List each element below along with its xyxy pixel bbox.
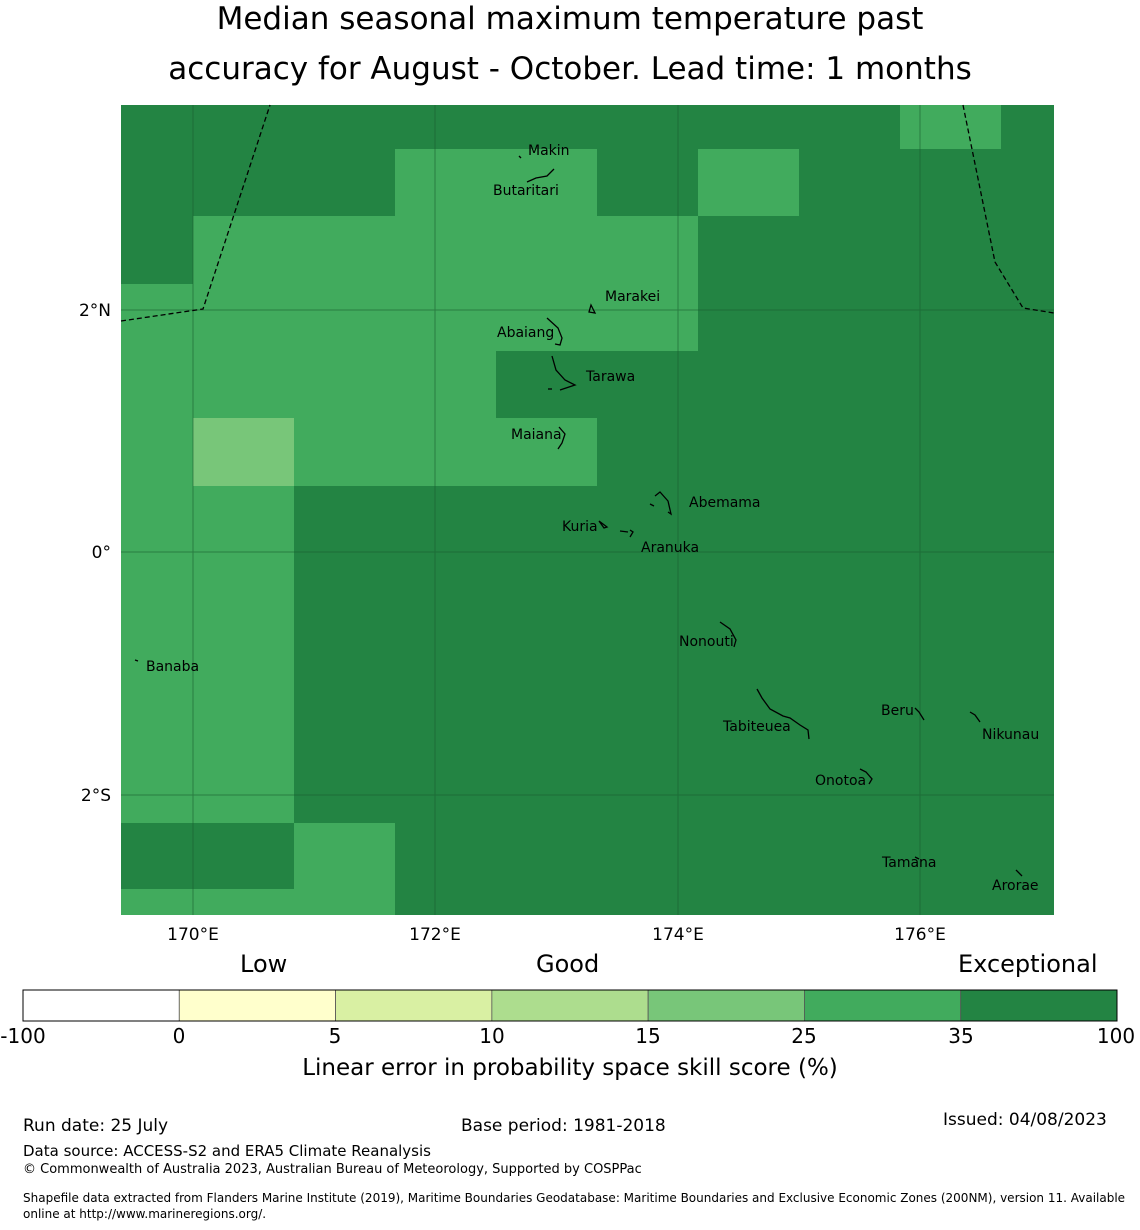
colorbar-tick: 10: [479, 1024, 505, 1048]
colorbar-segment: [804, 989, 962, 1022]
grid-block-nw: [193, 216, 294, 284]
abaiang-outline: [546, 317, 563, 346]
grid-block-north-top: [395, 149, 597, 216]
onotoa-outline: [859, 768, 873, 785]
lon-tick-172e: 172°E: [409, 925, 461, 945]
tamana-outline: [914, 856, 920, 860]
lon-tick-174e: 174°E: [652, 925, 704, 945]
colorbar-segment: [960, 989, 1118, 1022]
skill-grid: [121, 105, 1054, 915]
shapefile-credit-line-1: Shapefile data extracted from Flanders M…: [23, 1191, 1126, 1205]
colorbar-segment: [491, 989, 649, 1022]
label-marakei: Marakei: [605, 289, 660, 305]
grid-block-tarawa: [496, 351, 698, 418]
title-line-2: accuracy for August - October. Lead time…: [168, 51, 972, 87]
lat-tick-2n: 2°N: [79, 301, 111, 321]
makin-outline: [518, 155, 522, 159]
place-labels: Makin Butaritari Marakei Abaiang Tarawa …: [146, 143, 1039, 894]
label-abemama: Abemama: [689, 495, 761, 511]
label-arorae: Arorae: [992, 878, 1039, 894]
grid-block-south-mid: [294, 823, 395, 889]
nikunau-outline: [969, 711, 981, 723]
label-onotoa: Onotoa: [815, 773, 866, 789]
eez-boundary-west: [120, 104, 271, 322]
colorbar-segment: [22, 989, 180, 1022]
label-tarawa: Tarawa: [585, 369, 635, 385]
colorbar-tick: 100: [1096, 1024, 1136, 1048]
axis-labels: 2°N 0° 2°S 170°E 172°E 174°E 176°E: [79, 301, 946, 945]
tarawa-outline: [551, 355, 577, 391]
marakei-outline: [588, 303, 597, 314]
colorbar-tick: 15: [635, 1024, 661, 1048]
label-aranuka: Aranuka: [641, 540, 699, 556]
lat-tick-0: 0°: [92, 543, 111, 563]
eez-boundaries: [120, 104, 1055, 322]
island-outlines: [134, 155, 1023, 877]
colorbar-segment: [647, 989, 805, 1022]
colorbar-tick: 0: [172, 1024, 186, 1048]
abemama-outline: [654, 491, 673, 516]
colorbar-category-exceptional: Exceptional: [958, 950, 1098, 978]
colorbar-outline: [22, 989, 1118, 1022]
abemama-islet: [649, 503, 655, 507]
tabiteuea-outline: [756, 688, 810, 740]
colorbar: [22, 989, 1118, 1022]
grid-block-south-west: [121, 889, 395, 915]
title-line-1: Median seasonal maximum temperature past: [216, 1, 924, 37]
label-maiana: Maiana: [511, 427, 562, 443]
colorbar-segment: [335, 989, 493, 1022]
label-kuria: Kuria: [562, 519, 598, 535]
lat-tick-2s: 2°S: [81, 786, 111, 806]
data-source: Data source: ACCESS-S2 and ERA5 Climate …: [23, 1142, 431, 1160]
label-beru: Beru: [881, 703, 914, 719]
butaritari-outline: [526, 168, 555, 183]
banaba-outline: [134, 659, 139, 662]
label-nikunau: Nikunau: [982, 727, 1039, 743]
colorbar-category-low: Low: [240, 950, 288, 978]
graticule: [121, 105, 1054, 915]
label-nonouti: Nonouti: [679, 634, 734, 650]
arorae-outline: [1015, 869, 1023, 877]
grid-block-light: [193, 418, 294, 486]
maiana-outline: [557, 426, 566, 450]
eez-boundary-east: [962, 104, 1055, 314]
lon-tick-176e: 176°E: [894, 925, 946, 945]
label-butaritari: Butaritari: [493, 183, 559, 199]
colorbar-category-good: Good: [536, 950, 600, 978]
label-banaba: Banaba: [146, 659, 199, 675]
run-date: Run date: 25 July: [23, 1116, 169, 1136]
colorbar-tick: 5: [328, 1024, 342, 1048]
grid-block-west: [121, 284, 294, 823]
colorbar-label: Linear error in probability space skill …: [302, 1055, 838, 1081]
lon-tick-170e: 170°E: [167, 925, 219, 945]
shapefile-credit-line-2: online at http://www.marineregions.org/.: [23, 1207, 267, 1221]
nonouti-outline: [719, 621, 737, 648]
colorbar-tick: -100: [0, 1024, 46, 1048]
label-makin: Makin: [528, 143, 570, 159]
grid-block-abemama: [597, 418, 698, 486]
label-tabiteuea: Tabiteuea: [722, 719, 791, 735]
colorbar-tick: 35: [948, 1024, 974, 1048]
aranuka-outline: [619, 529, 634, 538]
beru-outline: [914, 707, 925, 721]
base-period: Base period: 1981-2018: [461, 1116, 666, 1136]
colorbar-segment: [178, 989, 336, 1022]
copyright: © Commonwealth of Australia 2023, Austra…: [23, 1162, 642, 1177]
grid-block-northeast: [698, 149, 799, 216]
colorbar-tick: 25: [791, 1024, 817, 1048]
label-abaiang: Abaiang: [497, 325, 554, 341]
issued-date: Issued: 04/08/2023: [943, 1110, 1107, 1130]
grid-block-top-right: [900, 105, 1001, 149]
kuria-outline: [598, 520, 609, 529]
label-tamana: Tamana: [881, 855, 936, 871]
